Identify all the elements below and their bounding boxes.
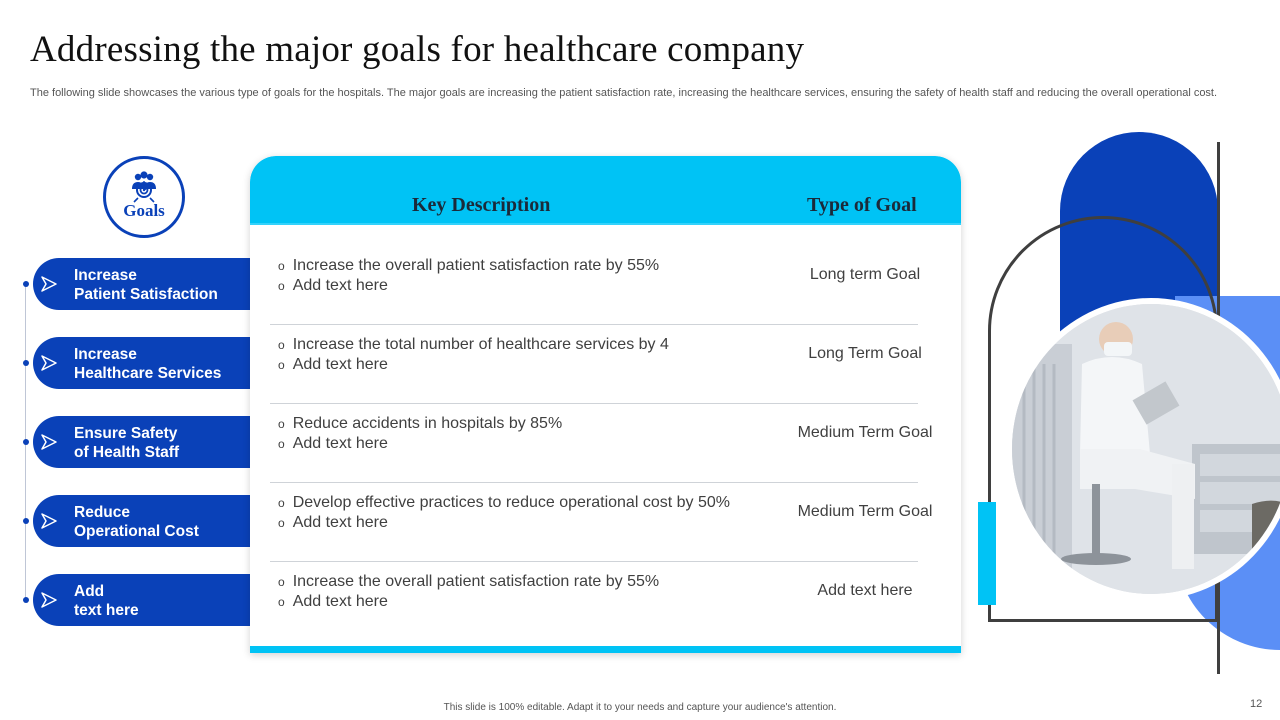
nav-label: Ensure Safety of Health Staff [74, 425, 180, 461]
slide-footer: This slide is 100% editable. Adapt it to… [443, 702, 837, 713]
bullet-item: o Add text here [278, 435, 388, 452]
column-header-description: Key Description [412, 194, 551, 216]
nav-label: Add text here [74, 583, 139, 619]
bullet-item: o Increase the total number of healthcare… [278, 336, 669, 353]
bullet-item: o Add text here [278, 593, 388, 610]
row-divider [270, 403, 918, 404]
row-bullets: o Develop effective practices to reduce o… [278, 493, 730, 533]
nav-label: Increase Healthcare Services [74, 346, 222, 382]
people-target-icon [132, 171, 156, 203]
goal-type-cell: Medium Term Goal [797, 503, 933, 520]
slide-subtitle: The following slide showcases the variou… [30, 87, 1218, 99]
nav-dot [23, 281, 29, 287]
goals-badge: Goals [103, 156, 185, 238]
nav-item-operational-cost[interactable]: Reduce Operational Cost [23, 495, 250, 547]
nav-dot [23, 597, 29, 603]
bullet-item: o Reduce accidents in hospitals by 85% [278, 415, 563, 432]
nav-item-staff-safety[interactable]: Ensure Safety of Health Staff [23, 416, 250, 468]
bullet-item: o Increase the overall patient satisfacti… [278, 257, 660, 274]
row-divider [270, 324, 918, 325]
bullet-item: o Increase the overall patient satisfacti… [278, 573, 660, 590]
table-row: o Develop effective practices to reduce o… [250, 483, 961, 562]
page-number: 12 [1250, 698, 1263, 710]
nav-item-healthcare-services[interactable]: Increase Healthcare Services [23, 337, 250, 389]
goal-type-cell: Add text here [817, 582, 913, 599]
goals-table-card: Key Description Type of Goal o Increase t… [250, 156, 961, 653]
column-header-type: Type of Goal [807, 194, 917, 216]
doctor-photo [1006, 298, 1280, 600]
row-bullets: o Increase the overall patient satisfacti… [278, 572, 659, 612]
bullet-item: o Add text here [278, 356, 388, 373]
row-divider [270, 561, 918, 562]
goal-type-cell: Medium Term Goal [797, 424, 933, 441]
table-header: Key Description Type of Goal [250, 156, 961, 223]
table-bottom-bar [250, 646, 961, 653]
nav-item-patient-satisfaction[interactable]: Increase Patient Satisfaction [23, 258, 250, 310]
bullet-item: o Add text here [278, 514, 388, 531]
goal-type-cell: Long term Goal [809, 266, 921, 283]
table-row: o Increase the overall patient satisfacti… [250, 562, 961, 641]
nav-label: Increase Patient Satisfaction [74, 267, 218, 303]
send-arrow-icon [41, 276, 57, 292]
bullet-item: o Add text here [278, 277, 388, 294]
row-bullets: o Increase the total number of healthcare… [278, 335, 669, 375]
doctor-illustration [1012, 304, 1280, 594]
decorative-cyan-bar [978, 502, 996, 605]
send-arrow-icon [41, 355, 57, 371]
row-divider [270, 482, 918, 483]
row-bullets: o Increase the overall patient satisfacti… [278, 256, 659, 296]
goal-type-cell: Long Term Goal [808, 345, 922, 362]
nav-dot [23, 518, 29, 524]
table-row: o Increase the overall patient satisfacti… [250, 246, 961, 325]
nav-dot [23, 360, 29, 366]
bullet-item: o Develop effective practices to reduce o… [278, 494, 730, 511]
slide-title: Addressing the major goals for healthcar… [30, 29, 805, 70]
nav-item-add-text[interactable]: Add text here [23, 574, 250, 626]
send-arrow-icon [41, 592, 57, 608]
send-arrow-icon [41, 513, 57, 529]
nav-dot [23, 439, 29, 445]
header-divider [250, 223, 961, 225]
goals-label: Goals [123, 201, 165, 220]
table-row: o Increase the total number of healthcare… [250, 325, 961, 404]
send-arrow-icon [41, 434, 57, 450]
nav-label: Reduce Operational Cost [74, 504, 199, 540]
